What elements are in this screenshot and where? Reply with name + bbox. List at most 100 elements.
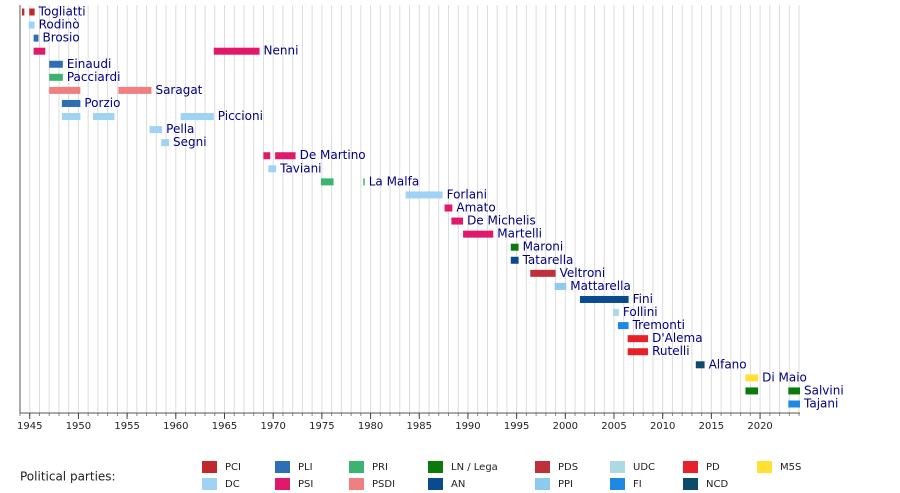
legend-swatch	[535, 461, 550, 473]
x-tick-label: 2020	[747, 421, 772, 432]
term-bar	[93, 113, 115, 121]
term-bar	[444, 204, 453, 212]
legend-label: PDS	[558, 462, 578, 473]
x-tick-label: 1975	[309, 421, 334, 432]
legend-label: PPI	[558, 479, 573, 490]
row-label: Tremonti	[632, 318, 685, 332]
x-tick-label: 1945	[17, 421, 42, 432]
term-bar	[405, 191, 443, 199]
row-label: Maroni	[523, 240, 564, 254]
legend-label: DC	[225, 479, 240, 490]
legend-label: NCD	[706, 479, 728, 490]
term-bar	[745, 374, 759, 382]
legend-swatch	[757, 461, 772, 473]
row-label: Nenni	[264, 44, 299, 58]
legend-swatch	[610, 461, 625, 473]
row-label: De Martino	[300, 148, 366, 162]
x-tick-label: 2005	[601, 421, 626, 432]
legend-label: PRI	[372, 462, 388, 473]
row-label: Segni	[173, 135, 207, 149]
term-bar	[49, 86, 81, 94]
x-tick-label: 2010	[650, 421, 675, 432]
legend-label: LN / Lega	[451, 462, 498, 473]
legend-swatch	[610, 478, 625, 490]
x-tick-label: 1965	[212, 421, 237, 432]
row-label: Tatarella	[522, 253, 574, 267]
row-label: Forlani	[447, 187, 487, 201]
legend-label: FI	[633, 479, 642, 490]
row-label: Rutelli	[652, 344, 690, 358]
term-bar	[510, 243, 519, 251]
term-bar	[213, 47, 260, 55]
row-label: Di Maio	[762, 370, 807, 384]
term-bar	[263, 152, 271, 160]
row-label: Porzio	[84, 96, 120, 110]
legend-swatch	[683, 461, 698, 473]
row-label: Einaudi	[67, 57, 111, 71]
row-label: Brosio	[43, 31, 80, 45]
term-bar	[275, 152, 296, 160]
term-bar	[617, 322, 629, 330]
term-bar	[695, 361, 705, 369]
term-bar	[28, 21, 35, 29]
legend-label: UDC	[633, 462, 655, 473]
term-bar	[61, 99, 81, 107]
x-tick-label: 1950	[66, 421, 91, 432]
row-label: La Malfa	[369, 174, 419, 188]
row-label: Mattarella	[570, 279, 631, 293]
term-bar	[788, 400, 800, 408]
row-label: Pella	[166, 122, 194, 136]
legend-label: PD	[706, 462, 720, 473]
term-bar	[61, 113, 81, 121]
legend-swatch	[428, 461, 443, 473]
term-bar	[49, 60, 63, 68]
term-bar	[33, 34, 39, 42]
x-tick-label: 1990	[455, 421, 480, 432]
term-bar	[613, 309, 619, 317]
x-tick-label: 1985	[407, 421, 432, 432]
row-label: Togliatti	[38, 5, 86, 19]
row-label: Follini	[623, 305, 658, 319]
term-bar	[161, 139, 169, 147]
row-label: Saragat	[155, 83, 202, 97]
legend-swatch	[683, 478, 698, 490]
row-label: Veltroni	[560, 266, 606, 280]
term-bar	[29, 8, 35, 16]
row-label: Fini	[633, 292, 653, 306]
term-bar	[627, 335, 649, 343]
term-bar	[363, 178, 365, 186]
legend-swatch	[349, 461, 364, 473]
x-tick-label: 1960	[163, 421, 188, 432]
term-bar	[149, 126, 163, 134]
row-label: Alfano	[709, 357, 747, 371]
legend-label: PLI	[298, 462, 313, 473]
legend-swatch	[202, 478, 217, 490]
row-label: Salvini	[804, 383, 844, 397]
x-tick-label: 1955	[114, 421, 139, 432]
term-bar	[530, 269, 556, 277]
term-bar	[745, 387, 759, 395]
legend-label: PSI	[298, 479, 313, 490]
x-tick-label: 1980	[358, 421, 383, 432]
term-bar	[788, 387, 800, 395]
x-tick-label: 2015	[699, 421, 724, 432]
term-bar	[320, 178, 334, 186]
term-bar	[49, 73, 63, 81]
term-bar	[118, 86, 152, 94]
row-label: D'Alema	[652, 331, 703, 345]
term-bar	[627, 348, 649, 356]
legend-swatch	[535, 478, 550, 490]
row-label: Piccioni	[218, 109, 263, 123]
row-label: De Michelis	[467, 214, 536, 228]
legend-label: M5S	[780, 462, 801, 473]
row-label: Martelli	[497, 227, 542, 241]
term-bar	[463, 230, 494, 238]
row-label: Tajani	[803, 397, 838, 411]
term-bar	[579, 295, 629, 303]
legend-label: AN	[451, 479, 465, 490]
term-bar	[33, 47, 46, 55]
legend-swatch	[349, 478, 364, 490]
term-bar	[451, 217, 464, 225]
legend-title: Political parties:	[20, 470, 116, 484]
